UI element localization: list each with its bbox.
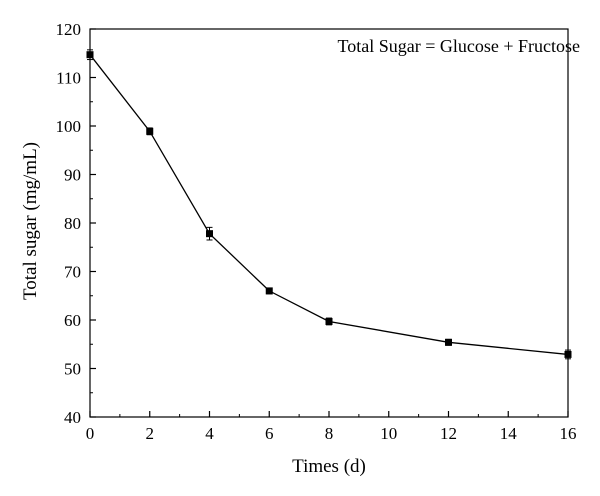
x-tick-label: 0 [86, 424, 95, 443]
data-point [325, 317, 333, 325]
y-tick-label: 50 [64, 360, 81, 379]
plot-frame [89, 28, 569, 418]
x-tick-label: 4 [205, 424, 214, 443]
x-tick-label: 2 [146, 424, 155, 443]
data-point [86, 51, 94, 59]
y-tick-label: 40 [64, 408, 81, 427]
x-tick-label: 10 [380, 424, 397, 443]
chart-annotation: Total Sugar = Glucose + Fructose [338, 36, 581, 56]
y-axis: 40 50 60 70 80 90 100 110 120 [56, 20, 96, 427]
x-tick-label: 8 [325, 424, 334, 443]
y-tick-label: 110 [56, 69, 81, 88]
y-tick-label: 90 [64, 166, 81, 185]
y-axis-title: Total sugar (mg/mL) [20, 142, 41, 300]
data-point [564, 350, 572, 358]
series-line [89, 54, 569, 356]
plot-border [89, 28, 569, 418]
data-point [146, 127, 154, 135]
y-tick-label: 70 [64, 263, 81, 282]
data-point [206, 230, 213, 238]
x-axis-title: Times (d) [292, 456, 366, 477]
x-tick-label: 6 [265, 424, 274, 443]
series-layer [86, 49, 572, 360]
data-point [265, 287, 273, 295]
y-tick-label: 60 [64, 311, 81, 330]
x-axis: 0 2 4 6 8 10 12 14 16 [86, 411, 577, 443]
y-tick-label: 80 [64, 214, 81, 233]
y-tick-label: 120 [56, 20, 82, 39]
x-tick-label: 14 [500, 424, 518, 443]
x-tick-label: 12 [440, 424, 457, 443]
data-point [445, 338, 452, 346]
x-tick-label: 16 [560, 424, 577, 443]
y-tick-label: 100 [56, 117, 82, 136]
